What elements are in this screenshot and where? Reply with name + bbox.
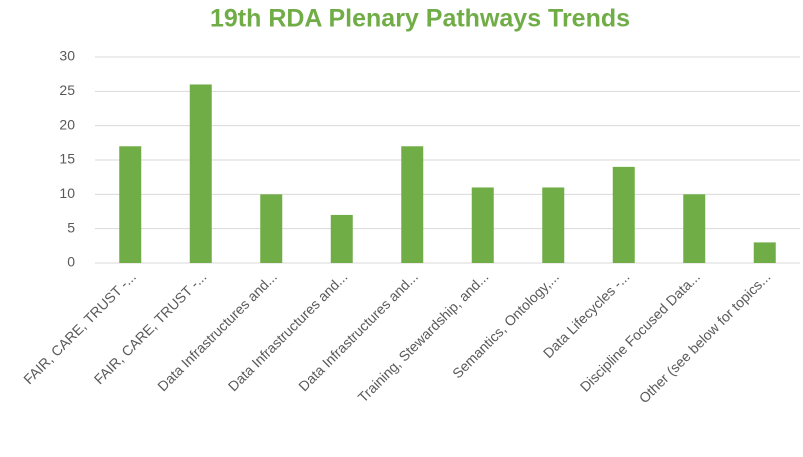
x-tick-label: Discipline Focused Data... — [577, 268, 703, 394]
y-tick-label: 10 — [59, 185, 75, 201]
y-tick-label: 15 — [59, 151, 75, 167]
x-tick-label: Training, Stewardship, and... — [355, 268, 492, 405]
bar — [330, 214, 353, 263]
y-tick-label: 20 — [59, 116, 75, 132]
x-tick-label: Data Infrastructures and... — [295, 268, 421, 394]
x-tick-label: Data Infrastructures and... — [154, 268, 280, 394]
y-tick-label: 30 — [59, 48, 75, 64]
bar — [753, 242, 776, 263]
bar — [260, 194, 283, 263]
bar — [189, 84, 212, 263]
y-tick-label: 5 — [67, 219, 75, 235]
bar — [119, 146, 142, 263]
bar — [471, 187, 494, 263]
y-tick-label: 25 — [59, 82, 75, 98]
y-tick-label: 0 — [67, 254, 75, 270]
x-tick-label: FAIR, CARE, TRUST -... — [20, 268, 139, 387]
chart-title: 19th RDA Plenary Pathways Trends — [210, 5, 630, 33]
bar — [401, 146, 424, 263]
bar — [542, 187, 565, 263]
x-tick-label: Data Infrastructures and... — [225, 268, 351, 394]
bar — [683, 194, 706, 263]
x-tick-label: Other (see below for topics... — [636, 268, 774, 406]
bar — [612, 166, 635, 263]
